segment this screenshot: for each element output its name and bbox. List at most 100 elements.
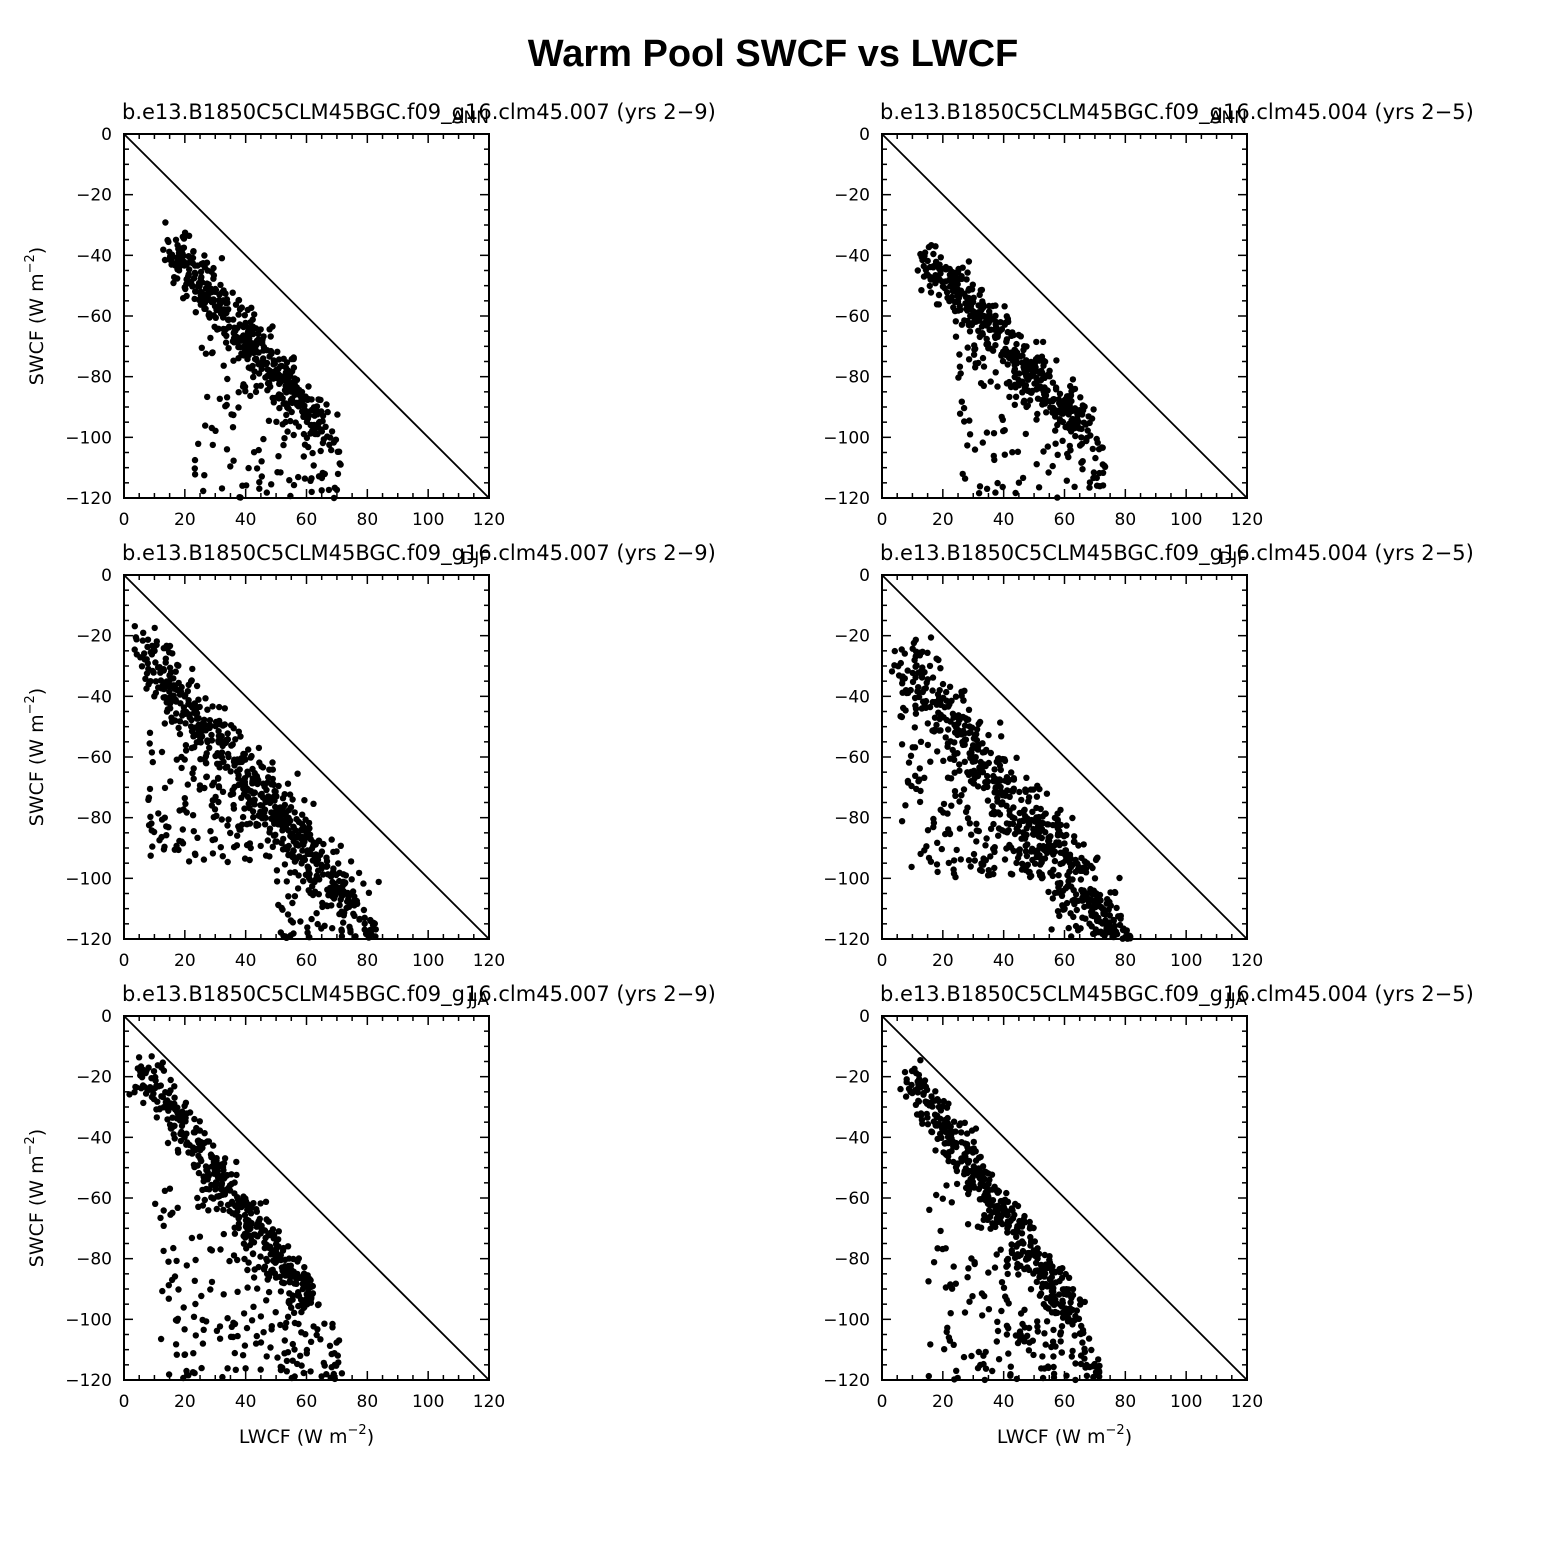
data-point xyxy=(1055,830,1062,837)
data-point xyxy=(928,1128,936,1136)
data-point xyxy=(925,1372,932,1380)
data-point xyxy=(964,769,971,776)
x-tick-label: 0 xyxy=(119,1392,130,1412)
data-point xyxy=(1010,785,1017,792)
data-point xyxy=(1050,851,1057,858)
data-point xyxy=(1080,892,1088,900)
data-point xyxy=(313,860,320,868)
x-tick-label: 60 xyxy=(296,951,318,971)
data-point xyxy=(972,364,979,371)
data-point xyxy=(1052,386,1060,393)
data-point xyxy=(239,778,246,785)
data-point xyxy=(1035,484,1043,491)
data-point xyxy=(924,1121,932,1128)
data-point xyxy=(176,718,184,725)
data-point xyxy=(269,759,276,766)
data-point xyxy=(283,389,290,396)
data-point xyxy=(899,673,906,680)
data-point xyxy=(986,308,993,315)
data-point xyxy=(201,1196,208,1204)
data-point xyxy=(360,906,368,914)
data-point xyxy=(1058,892,1066,899)
data-point xyxy=(911,744,919,751)
data-point xyxy=(916,765,923,772)
data-point xyxy=(245,464,252,472)
data-point xyxy=(215,798,222,806)
data-point xyxy=(1057,821,1065,829)
data-point xyxy=(1046,1253,1053,1260)
data-point xyxy=(898,818,906,825)
data-point xyxy=(264,372,271,380)
data-point xyxy=(979,740,986,747)
data-point xyxy=(1049,821,1057,829)
data-point xyxy=(974,1223,982,1230)
data-point xyxy=(1007,1371,1014,1378)
data-point xyxy=(223,446,231,453)
data-point xyxy=(157,677,165,684)
data-point xyxy=(275,1243,282,1250)
data-point xyxy=(231,762,238,769)
data-point xyxy=(161,843,168,850)
data-point xyxy=(266,367,273,374)
data-point xyxy=(1022,786,1029,793)
data-point xyxy=(1042,392,1050,399)
data-point xyxy=(980,363,988,370)
data-point xyxy=(953,1167,961,1175)
data-point xyxy=(1096,918,1104,925)
data-point xyxy=(945,1334,953,1341)
data-point xyxy=(220,1187,228,1194)
data-point xyxy=(317,447,324,455)
x-tick-label: 40 xyxy=(235,510,257,530)
data-point xyxy=(279,795,287,802)
data-point xyxy=(950,1118,958,1125)
x-tick-label: 80 xyxy=(1115,951,1137,971)
data-point xyxy=(1090,1373,1097,1381)
data-point xyxy=(215,752,223,759)
data-point xyxy=(952,693,960,700)
data-point xyxy=(991,766,998,773)
data-point xyxy=(367,917,374,925)
data-point xyxy=(189,665,196,673)
data-point xyxy=(196,782,204,789)
data-point xyxy=(248,304,255,311)
data-point xyxy=(301,441,309,448)
data-point xyxy=(971,1259,978,1266)
data-point xyxy=(205,1172,212,1180)
data-point xyxy=(140,629,147,636)
data-point xyxy=(208,268,215,275)
data-point xyxy=(948,1199,955,1206)
data-point xyxy=(266,353,273,360)
data-point xyxy=(314,1301,322,1309)
data-point xyxy=(209,703,216,710)
data-point xyxy=(340,912,347,919)
data-point xyxy=(971,857,978,864)
data-point xyxy=(185,271,192,278)
data-point xyxy=(1059,1297,1066,1304)
data-point xyxy=(914,267,921,274)
data-point xyxy=(295,473,302,481)
data-point xyxy=(169,1114,176,1121)
data-point xyxy=(252,388,260,396)
data-point xyxy=(245,352,252,359)
data-point xyxy=(229,790,237,797)
data-point xyxy=(324,408,331,416)
data-point xyxy=(160,1222,167,1230)
data-point xyxy=(219,722,227,729)
data-point xyxy=(1057,1331,1064,1338)
data-point xyxy=(930,819,938,827)
data-point xyxy=(1017,1336,1024,1343)
data-point xyxy=(955,276,962,283)
data-point xyxy=(989,803,996,810)
data-point xyxy=(959,713,967,721)
data-point xyxy=(173,1257,180,1265)
data-point xyxy=(301,797,308,804)
data-point xyxy=(284,1349,292,1356)
data-point xyxy=(263,1216,270,1223)
data-point xyxy=(319,418,326,425)
data-point xyxy=(308,845,316,852)
data-point xyxy=(368,926,376,933)
data-point xyxy=(199,290,207,298)
data-point xyxy=(965,706,973,713)
y-tick-label: −60 xyxy=(76,1189,112,1209)
data-point xyxy=(916,798,924,806)
